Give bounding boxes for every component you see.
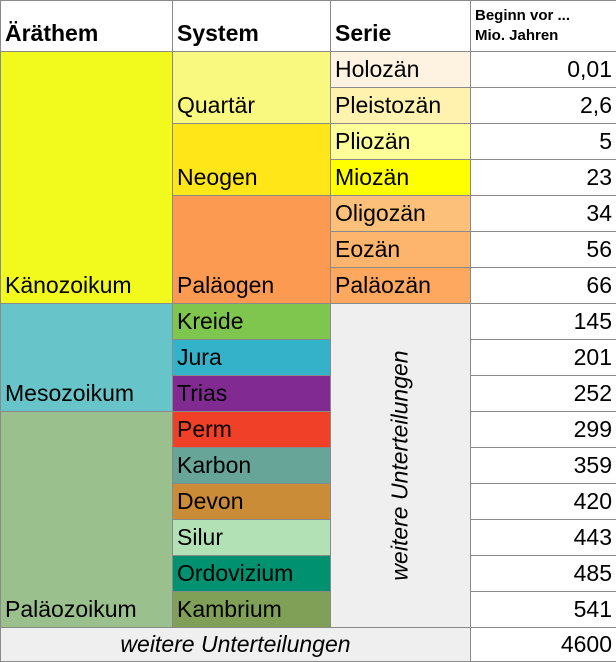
header-cell: System [173, 0, 331, 52]
system-cell: Quartär [173, 52, 331, 124]
system-cell: Ordovizium [173, 556, 331, 592]
footer-note: weitere Unterteilungen [1, 628, 471, 662]
header-cell: Serie [331, 0, 471, 52]
series-note-cell: weitere Unterteilungen [331, 304, 471, 628]
system-cell: Neogen [173, 124, 331, 196]
series-cell: Pleistozän [331, 88, 471, 124]
begin-cell: 34 [471, 196, 616, 232]
header-line: Mio. Jahren [475, 27, 559, 44]
system-cell: Paläogen [173, 196, 331, 304]
series-cell: Miozän [331, 160, 471, 196]
system-cell: Trias [173, 376, 331, 412]
begin-cell: 359 [471, 448, 616, 484]
begin-cell: 145 [471, 304, 616, 340]
header-line: Beginn vor ... [475, 7, 571, 24]
begin-cell: 5 [471, 124, 616, 160]
system-cell: Kreide [173, 304, 331, 340]
era-cell: Känozoikum [1, 52, 173, 304]
begin-cell: 541 [471, 592, 616, 628]
begin-cell: 0,01 [471, 52, 616, 88]
system-cell: Kambrium [173, 592, 331, 628]
header-cell: Äräthem [1, 0, 173, 52]
begin-cell: 66 [471, 268, 616, 304]
series-cell: Oligozän [331, 196, 471, 232]
begin-cell: 420 [471, 484, 616, 520]
begin-cell: 485 [471, 556, 616, 592]
system-cell: Silur [173, 520, 331, 556]
series-cell: Paläozän [331, 268, 471, 304]
series-note: weitere Unterteilungen [387, 350, 414, 581]
begin-cell: 443 [471, 520, 616, 556]
era-cell: Paläozoikum [1, 412, 173, 628]
footer-begin: 4600 [471, 628, 616, 662]
begin-cell: 299 [471, 412, 616, 448]
system-cell: Perm [173, 412, 331, 448]
system-cell: Karbon [173, 448, 331, 484]
series-cell: Holozän [331, 52, 471, 88]
system-cell: Devon [173, 484, 331, 520]
begin-cell: 2,6 [471, 88, 616, 124]
series-cell: Pliozän [331, 124, 471, 160]
system-cell: Jura [173, 340, 331, 376]
begin-cell: 23 [471, 160, 616, 196]
header-cell: Beginn vor ... Mio. Jahren [471, 0, 616, 52]
era-cell: Mesozoikum [1, 304, 173, 412]
begin-cell: 201 [471, 340, 616, 376]
begin-cell: 56 [471, 232, 616, 268]
begin-cell: 252 [471, 376, 616, 412]
series-cell: Eozän [331, 232, 471, 268]
